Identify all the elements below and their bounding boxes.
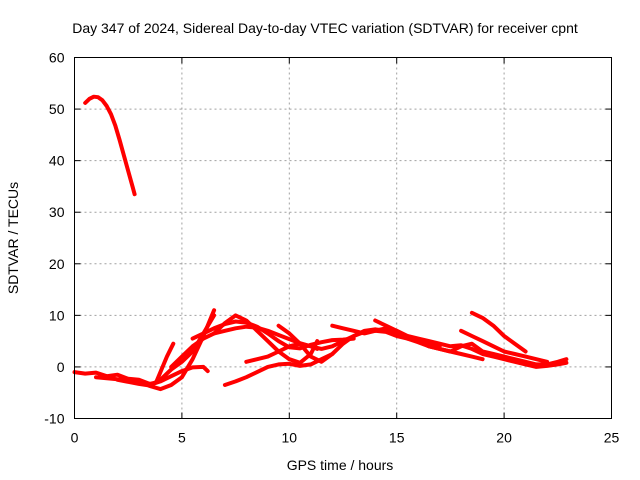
series-line-track-12 (330, 323, 569, 367)
series-line-track-15 (459, 328, 550, 364)
y-tick-label: 20 (49, 256, 65, 272)
series-line-track-5 (147, 364, 210, 387)
axis-layer: 0 5 10 15 20 25 -10 0 10 20 30 40 50 60 (44, 50, 619, 446)
series-line-track-4 (115, 313, 217, 388)
series-line-track-14 (469, 310, 528, 354)
x-tick-label: 5 (178, 430, 186, 446)
series-line-track-3 (94, 308, 217, 392)
series-line-track-9 (222, 352, 335, 387)
x-tick-label: 20 (496, 430, 512, 446)
series-layer (72, 94, 569, 392)
x-tick-label: 25 (604, 430, 620, 446)
y-tick-label: 60 (49, 50, 65, 66)
series-line-track-8 (212, 313, 320, 365)
y-tick-label: 0 (57, 359, 65, 375)
y-tick-label: 10 (49, 307, 65, 323)
y-tick-label: 30 (49, 204, 65, 220)
x-axis-label: GPS time / hours (287, 457, 394, 473)
y-axis-label: SDTVAR / TECUs (5, 182, 21, 294)
y-tick-label: 40 (49, 153, 65, 169)
series-line-track-13 (373, 318, 569, 369)
series-line-track-1 (83, 94, 137, 197)
x-tick-label: 15 (389, 430, 405, 446)
plot-frame (74, 57, 612, 419)
y-tick-label: -10 (44, 411, 64, 427)
x-tick-label: 10 (282, 430, 298, 446)
chart-title: Day 347 of 2024, Sidereal Day-to-day VTE… (72, 20, 578, 36)
y-tick-label: 50 (49, 101, 65, 117)
x-tick-label: 0 (71, 430, 79, 446)
